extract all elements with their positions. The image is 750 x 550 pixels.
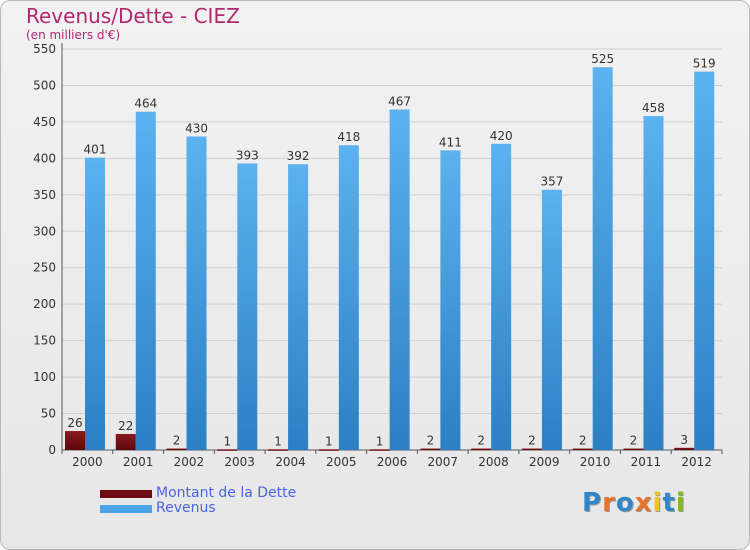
bar-revenue bbox=[85, 157, 105, 450]
y-tick-label: 350 bbox=[33, 188, 56, 202]
data-label-revenue: 519 bbox=[693, 57, 716, 71]
x-tick-label: 2004 bbox=[275, 455, 306, 469]
x-tick-label: 2009 bbox=[529, 455, 560, 469]
y-tick-label: 0 bbox=[48, 443, 56, 457]
bar-debt bbox=[318, 449, 339, 451]
bar-revenue bbox=[643, 116, 664, 451]
x-tick-label: 2005 bbox=[326, 455, 357, 469]
bar-debt bbox=[217, 449, 238, 451]
logo-letter: P bbox=[582, 488, 603, 518]
data-label-debt: 26 bbox=[67, 416, 82, 430]
data-label-debt: 1 bbox=[223, 434, 231, 448]
bar-revenue bbox=[338, 145, 359, 451]
bar-revenue bbox=[440, 150, 461, 451]
x-tick-label: 2011 bbox=[631, 455, 662, 469]
bar-revenue bbox=[237, 163, 258, 450]
x-tick-label: 2003 bbox=[224, 455, 255, 469]
bar-revenue bbox=[541, 189, 562, 450]
data-label-revenue: 393 bbox=[236, 148, 259, 162]
data-label-debt: 2 bbox=[173, 434, 181, 448]
y-tick-label: 450 bbox=[33, 115, 56, 129]
legend-label-revenue: Revenus bbox=[156, 500, 216, 516]
data-label-debt: 2 bbox=[427, 434, 435, 448]
bar-revenue bbox=[694, 71, 715, 451]
data-label-debt: 2 bbox=[630, 434, 638, 448]
bar-revenue bbox=[491, 143, 512, 451]
bar-revenue bbox=[592, 67, 613, 451]
bar-debt bbox=[420, 448, 441, 451]
bar-debt bbox=[471, 448, 492, 451]
bar-debt bbox=[369, 449, 390, 451]
data-label-debt: 2 bbox=[579, 434, 587, 448]
data-label-revenue: 418 bbox=[337, 130, 360, 144]
y-tick-label: 500 bbox=[33, 78, 56, 92]
data-label-revenue: 401 bbox=[84, 143, 107, 157]
data-label-revenue: 357 bbox=[540, 175, 563, 189]
bar-debt bbox=[65, 431, 85, 450]
data-label-revenue: 392 bbox=[287, 149, 310, 163]
data-label-debt: 3 bbox=[680, 433, 688, 447]
data-label-debt: 2 bbox=[528, 434, 536, 448]
logo-letter: r bbox=[602, 488, 616, 518]
x-tick-label: 2008 bbox=[478, 455, 509, 469]
data-label-revenue: 430 bbox=[185, 121, 208, 135]
legend-swatch-revenue bbox=[100, 505, 152, 513]
data-label-revenue: 464 bbox=[134, 97, 157, 111]
data-label-debt: 2 bbox=[477, 434, 485, 448]
legend-label-debt: Montant de la Dette bbox=[156, 485, 297, 501]
bar-revenue bbox=[135, 111, 156, 451]
legend-swatch-debt bbox=[100, 490, 152, 498]
bar-debt bbox=[268, 449, 289, 451]
data-label-revenue: 420 bbox=[490, 129, 513, 143]
y-tick-label: 400 bbox=[33, 151, 56, 165]
y-tick-label: 300 bbox=[33, 224, 56, 238]
data-label-revenue: 525 bbox=[591, 52, 614, 66]
x-tick-label: 2012 bbox=[681, 455, 712, 469]
bar-debt bbox=[572, 448, 593, 451]
bar-debt bbox=[623, 448, 644, 451]
x-tick-label: 2006 bbox=[377, 455, 408, 469]
chart-subtitle: (en milliers d'€) bbox=[26, 28, 121, 42]
logo-letter: x bbox=[634, 488, 653, 518]
legend-item-revenue: Revenus bbox=[100, 501, 296, 516]
legend: Montant de la Dette Revenus bbox=[100, 486, 296, 516]
legend-item-debt: Montant de la Dette bbox=[100, 486, 296, 501]
proxiti-logo: Proxiti bbox=[582, 488, 686, 518]
x-tick-label: 2007 bbox=[427, 455, 458, 469]
data-label-debt: 22 bbox=[118, 419, 133, 433]
y-tick-label: 100 bbox=[33, 370, 56, 384]
y-tick-label: 550 bbox=[33, 42, 56, 56]
chart-title: Revenus/Dette - CIEZ bbox=[26, 4, 240, 28]
bar-debt bbox=[521, 448, 542, 451]
data-label-debt: 1 bbox=[376, 434, 384, 448]
logo-letter: o bbox=[615, 488, 635, 518]
data-label-revenue: 467 bbox=[388, 95, 411, 109]
logo-letter: i bbox=[652, 488, 663, 518]
x-tick-label: 2002 bbox=[174, 455, 205, 469]
data-label-debt: 1 bbox=[325, 434, 333, 448]
bar-debt bbox=[674, 447, 695, 450]
y-tick-label: 200 bbox=[33, 297, 56, 311]
x-tick-label: 2010 bbox=[580, 455, 611, 469]
bar-revenue bbox=[389, 109, 410, 451]
x-tick-label: 2000 bbox=[72, 455, 103, 469]
data-label-revenue: 411 bbox=[439, 135, 462, 149]
x-tick-label: 2001 bbox=[123, 455, 154, 469]
y-tick-label: 50 bbox=[41, 407, 56, 421]
bar-debt bbox=[166, 448, 187, 451]
bar-debt bbox=[115, 433, 136, 450]
data-label-revenue: 458 bbox=[642, 101, 665, 115]
y-tick-label: 250 bbox=[33, 261, 56, 275]
bar-revenue bbox=[288, 164, 309, 451]
y-tick-label: 150 bbox=[33, 334, 56, 348]
logo-letter: i bbox=[675, 488, 686, 518]
bar-revenue bbox=[186, 136, 207, 450]
data-label-debt: 1 bbox=[274, 434, 282, 448]
logo-letter: t bbox=[662, 488, 676, 518]
